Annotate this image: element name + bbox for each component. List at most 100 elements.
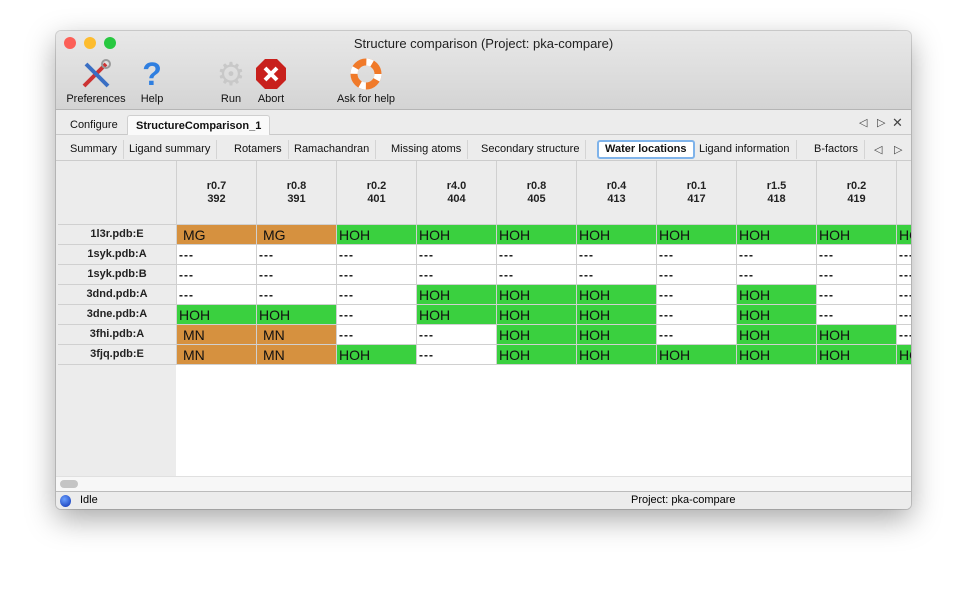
table-cell[interactable]: --- (337, 305, 417, 325)
table-cell[interactable]: HOH (737, 225, 817, 245)
table-cell[interactable]: --- (257, 265, 337, 285)
table-cell[interactable]: HOH (337, 225, 417, 245)
table-cell[interactable]: --- (737, 245, 817, 265)
table-cell[interactable]: --- (817, 305, 897, 325)
table-cell[interactable]: --- (337, 245, 417, 265)
abort-button[interactable]: Abort (252, 57, 290, 105)
table-cell[interactable]: MG (177, 225, 257, 245)
table-cell[interactable]: --- (897, 285, 911, 305)
table-cell[interactable]: --- (257, 245, 337, 265)
table-cell[interactable]: HOH (897, 345, 911, 365)
tab-ramachandran[interactable]: Ramachandran (288, 140, 377, 159)
row-header[interactable]: 3fhi.pdb:A (58, 325, 177, 345)
tab-ligand-summary[interactable]: Ligand summary (123, 140, 218, 159)
table-cell[interactable]: HOH (577, 285, 657, 305)
table-cell[interactable]: --- (657, 245, 737, 265)
table-cell[interactable]: HOH (737, 325, 817, 345)
table-cell[interactable]: HOH (817, 345, 897, 365)
row-header[interactable]: 1syk.pdb:A (58, 245, 177, 265)
table-cell[interactable]: HOH (657, 345, 737, 365)
table-cell[interactable]: --- (417, 345, 497, 365)
scroll-tabs-right-icon[interactable]: ▷ (877, 117, 886, 129)
tab-summary[interactable]: Summary (64, 140, 125, 159)
table-cell[interactable]: --- (257, 285, 337, 305)
table-cell[interactable]: HOH (577, 225, 657, 245)
table-cell[interactable]: HOH (257, 305, 337, 325)
table-cell[interactable]: HOH (337, 345, 417, 365)
table-cell[interactable]: HOH (497, 305, 577, 325)
table-cell[interactable]: --- (337, 325, 417, 345)
row-header[interactable]: 3dnd.pdb:A (58, 285, 177, 305)
run-button[interactable]: ⚙ Run (214, 56, 248, 105)
row-header[interactable]: 1syk.pdb:B (58, 265, 177, 285)
row-header[interactable]: 3dne.pdb:A (58, 305, 177, 325)
table-cell[interactable]: --- (657, 285, 737, 305)
table-cell[interactable]: --- (577, 265, 657, 285)
table-cell[interactable]: --- (417, 325, 497, 345)
table-cell[interactable]: --- (177, 285, 257, 305)
column-header[interactable]: r0.4 413 (577, 161, 657, 225)
table-cell[interactable]: HOH (737, 345, 817, 365)
ask-for-help-button[interactable]: Ask for help (332, 57, 400, 105)
tab-rotamers[interactable]: Rotamers (228, 140, 289, 159)
table-cell[interactable]: HOH (817, 325, 897, 345)
table-cell[interactable]: HOH (497, 325, 577, 345)
column-header[interactable]: r0.1 417 (657, 161, 737, 225)
table-cell[interactable]: --- (337, 285, 417, 305)
column-header[interactable]: r0.2 401 (337, 161, 417, 225)
column-header[interactable]: r0.8 405 (497, 161, 577, 225)
table-cell[interactable]: MN (257, 345, 337, 365)
table-cell[interactable]: HOH (177, 305, 257, 325)
table-cell[interactable]: HOH (497, 285, 577, 305)
table-cell[interactable]: --- (737, 265, 817, 285)
table-cell[interactable]: HOH (577, 325, 657, 345)
table-cell[interactable]: HOH (497, 225, 577, 245)
preferences-button[interactable]: Preferences (62, 57, 130, 105)
table-cell[interactable]: --- (897, 265, 911, 285)
tab-water-locations[interactable]: Water locations (597, 140, 695, 159)
table-cell[interactable]: HOH (657, 225, 737, 245)
tab-structure-comparison-1[interactable]: StructureComparison_1 (127, 115, 271, 135)
table-cell[interactable]: --- (417, 265, 497, 285)
column-header[interactable]: r1.5 418 (737, 161, 817, 225)
table-cell[interactable]: HOH (897, 225, 911, 245)
table-cell[interactable]: HOH (577, 305, 657, 325)
table-cell[interactable]: HOH (577, 345, 657, 365)
tab-secondary-structure[interactable]: Secondary structure (475, 140, 587, 159)
column-header[interactable]: r0.8 391 (257, 161, 337, 225)
table-cell[interactable]: --- (817, 245, 897, 265)
table-cell[interactable]: --- (817, 265, 897, 285)
table-cell[interactable]: --- (177, 245, 257, 265)
table-cell[interactable]: --- (897, 325, 911, 345)
row-header[interactable]: 1l3r.pdb:E (58, 225, 177, 245)
table-cell[interactable]: HOH (497, 345, 577, 365)
close-window-button[interactable] (64, 37, 76, 49)
table-cell[interactable]: HOH (417, 225, 497, 245)
table-cell[interactable]: --- (177, 265, 257, 285)
table-cell[interactable]: --- (657, 305, 737, 325)
table-cell[interactable]: --- (497, 265, 577, 285)
table-cell[interactable]: --- (577, 245, 657, 265)
table-cell[interactable]: HOH (417, 285, 497, 305)
column-header[interactable]: r4.0 404 (417, 161, 497, 225)
tab-b-factors[interactable]: B-factors (808, 140, 866, 159)
table-cell[interactable]: MN (177, 345, 257, 365)
column-header[interactable]: r0.7 392 (177, 161, 257, 225)
minimize-window-button[interactable] (84, 37, 96, 49)
table-cell[interactable]: MN (177, 325, 257, 345)
table-cell[interactable]: --- (817, 285, 897, 305)
table-cell[interactable]: MN (257, 325, 337, 345)
table-cell[interactable]: HOH (817, 225, 897, 245)
tab-ligand-information[interactable]: Ligand information (693, 140, 797, 159)
table-cell[interactable]: --- (497, 245, 577, 265)
table-cell[interactable]: --- (897, 245, 911, 265)
column-header[interactable] (897, 161, 911, 225)
close-tab-icon[interactable]: ✕ (892, 115, 903, 130)
tab-configure[interactable]: Configure (70, 119, 118, 131)
help-button[interactable]: ? Help (134, 56, 170, 106)
table-cell[interactable]: HOH (417, 305, 497, 325)
table-cell[interactable]: --- (897, 305, 911, 325)
column-header[interactable]: r0.2 419 (817, 161, 897, 225)
table-cell[interactable]: --- (657, 265, 737, 285)
table-cell[interactable]: --- (657, 325, 737, 345)
